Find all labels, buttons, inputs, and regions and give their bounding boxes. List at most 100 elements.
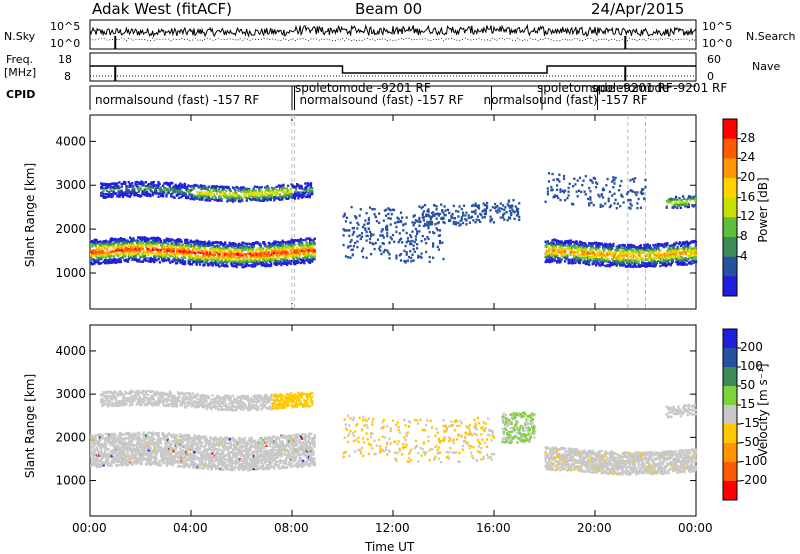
velocity-cell <box>96 459 100 462</box>
power-cell <box>157 237 160 240</box>
power-cell <box>294 243 297 246</box>
power-cell <box>109 185 112 188</box>
power-cell <box>554 250 557 254</box>
power-cell <box>666 263 669 266</box>
power-cell <box>471 215 474 218</box>
power-cell <box>593 260 597 263</box>
power-cell <box>187 196 190 199</box>
power-cell <box>643 243 646 247</box>
power-cell <box>135 180 138 184</box>
power-cell <box>181 261 184 264</box>
power-cell <box>290 247 293 251</box>
power-cell <box>669 264 672 267</box>
power-cell <box>240 262 243 266</box>
power-cell <box>280 257 283 261</box>
power-cell <box>109 187 112 190</box>
power-cell <box>100 194 103 197</box>
power-cell <box>557 240 560 243</box>
power-cell <box>252 189 255 192</box>
power-cell <box>206 199 209 202</box>
power-cell <box>608 265 611 268</box>
power-cell <box>290 238 293 242</box>
power-cell <box>367 217 370 220</box>
power-cell <box>129 190 133 194</box>
power-cell <box>108 245 111 248</box>
power-cell <box>622 261 625 264</box>
velocity-colorbar-tick-label: 50 <box>740 378 756 392</box>
power-cell <box>121 249 124 252</box>
power-cell <box>164 259 167 262</box>
velocity-cell <box>93 449 96 453</box>
power-cell <box>93 259 96 262</box>
power-cell <box>559 190 562 193</box>
power-cell <box>255 241 258 244</box>
power-cell <box>185 245 188 248</box>
power-cell <box>235 244 238 247</box>
power-cell <box>630 250 633 254</box>
power-cell <box>185 248 188 252</box>
power-cell <box>192 245 195 249</box>
power-cell <box>300 187 303 190</box>
power-cell <box>365 256 368 259</box>
power-cell <box>667 261 670 264</box>
power-cell <box>102 245 105 249</box>
power-cell <box>629 258 632 261</box>
power-cell <box>129 193 133 197</box>
power-cell <box>472 204 475 207</box>
power-cell <box>233 252 236 256</box>
power-cell <box>90 249 93 253</box>
power-cell <box>124 255 127 258</box>
power-cell <box>568 182 571 185</box>
power-cell <box>592 256 595 259</box>
power-cell <box>601 245 605 248</box>
power-cell <box>515 209 518 213</box>
power-cell <box>251 196 254 199</box>
power-cell <box>356 245 359 249</box>
power-cell <box>164 250 167 253</box>
power-cell <box>185 240 188 243</box>
power-cell <box>681 261 684 264</box>
power-cell <box>241 262 244 266</box>
power-cell <box>435 208 438 211</box>
power-cell <box>303 261 306 264</box>
power-cell <box>356 227 359 230</box>
power-cell <box>583 242 586 245</box>
power-cell <box>634 245 637 249</box>
power-cell <box>211 186 214 189</box>
power-cell <box>693 248 696 251</box>
power-cell <box>572 261 575 265</box>
power-cell <box>166 242 169 245</box>
power-cell <box>436 228 439 232</box>
power-cell <box>141 247 144 250</box>
power-cell <box>131 182 134 185</box>
power-cell <box>149 256 152 260</box>
power-cell <box>653 246 656 249</box>
power-cell <box>474 202 477 205</box>
power-cell <box>303 189 306 192</box>
power-cell <box>275 254 278 258</box>
power-cell <box>287 245 290 248</box>
power-cell <box>151 247 155 251</box>
power-cell <box>98 248 101 251</box>
power-cell <box>693 253 696 256</box>
power-cell <box>508 205 512 209</box>
power-cell <box>236 263 239 266</box>
power-cell <box>226 252 229 256</box>
power-cell <box>438 241 442 245</box>
power-cell <box>299 246 302 250</box>
power-cell <box>675 195 678 199</box>
power-cell <box>124 182 127 185</box>
power-cell <box>682 248 685 252</box>
power-colorbar-tick-label: 8 <box>740 229 748 243</box>
power-cell <box>554 255 557 259</box>
power-cell <box>443 205 446 208</box>
power-cell <box>550 189 553 192</box>
power-cell <box>312 249 315 252</box>
power-cell <box>578 257 582 260</box>
power-cell <box>250 246 253 250</box>
power-cell <box>199 193 202 197</box>
power-cell <box>547 180 551 183</box>
power-cell <box>650 250 653 253</box>
power-cell <box>131 241 134 244</box>
power-cell <box>127 252 130 256</box>
